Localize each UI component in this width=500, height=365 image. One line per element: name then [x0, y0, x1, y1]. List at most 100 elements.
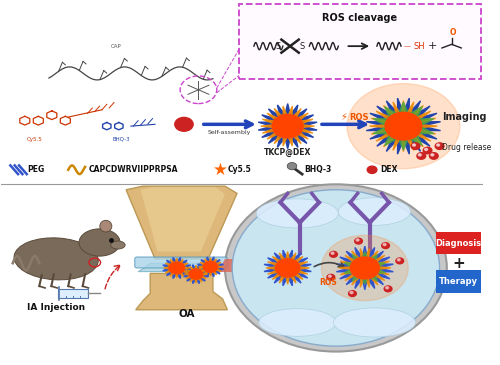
Text: S: S — [300, 42, 305, 51]
Polygon shape — [136, 273, 228, 310]
Circle shape — [287, 162, 297, 170]
Circle shape — [383, 243, 386, 246]
Text: —: — — [404, 43, 410, 50]
Circle shape — [354, 259, 376, 277]
Circle shape — [382, 243, 390, 249]
FancyBboxPatch shape — [436, 270, 481, 293]
Text: TKCP@DEX: TKCP@DEX — [264, 148, 312, 157]
Text: Self-assembly: Self-assembly — [208, 130, 252, 135]
Circle shape — [398, 259, 400, 261]
Circle shape — [387, 114, 420, 139]
Text: Imaging: Imaging — [442, 112, 486, 122]
Ellipse shape — [110, 241, 125, 249]
Circle shape — [396, 258, 404, 264]
Ellipse shape — [338, 198, 410, 226]
Text: S: S — [276, 42, 280, 51]
Text: ★: ★ — [212, 161, 228, 179]
Polygon shape — [163, 257, 190, 278]
Circle shape — [330, 251, 338, 257]
Circle shape — [436, 144, 440, 146]
Circle shape — [322, 235, 408, 301]
Text: DEX: DEX — [380, 165, 398, 174]
FancyBboxPatch shape — [240, 4, 480, 79]
Ellipse shape — [256, 199, 338, 228]
Circle shape — [430, 153, 438, 159]
Text: ⚡: ⚡ — [340, 112, 346, 122]
Circle shape — [204, 261, 218, 272]
Ellipse shape — [79, 229, 120, 256]
Text: ROS: ROS — [319, 278, 336, 287]
Circle shape — [418, 154, 422, 156]
Circle shape — [327, 274, 334, 280]
FancyBboxPatch shape — [135, 257, 228, 268]
Circle shape — [328, 275, 332, 277]
Circle shape — [350, 291, 353, 293]
Ellipse shape — [334, 308, 415, 337]
Circle shape — [350, 257, 380, 279]
Text: Diagnosis: Diagnosis — [436, 239, 482, 248]
Circle shape — [190, 269, 203, 279]
Polygon shape — [373, 102, 434, 150]
Ellipse shape — [258, 309, 336, 336]
Ellipse shape — [14, 238, 98, 280]
Text: IA Injection: IA Injection — [27, 303, 85, 312]
Text: BHQ-3: BHQ-3 — [304, 165, 332, 174]
Circle shape — [431, 154, 434, 156]
Polygon shape — [266, 251, 310, 284]
Text: Cy5.5: Cy5.5 — [26, 137, 42, 142]
Text: CAPCDWRVIIPPRPSA: CAPCDWRVIIPPRPSA — [88, 165, 178, 174]
Polygon shape — [260, 106, 314, 146]
Circle shape — [276, 259, 299, 277]
Circle shape — [356, 239, 359, 241]
Text: Drug release: Drug release — [442, 143, 491, 152]
Text: O: O — [450, 28, 456, 37]
Circle shape — [412, 144, 416, 146]
Text: BHQ-3: BHQ-3 — [112, 137, 130, 142]
Polygon shape — [198, 258, 222, 276]
Circle shape — [411, 143, 420, 149]
FancyBboxPatch shape — [436, 232, 481, 254]
Ellipse shape — [100, 220, 112, 232]
Circle shape — [435, 143, 444, 149]
Circle shape — [331, 252, 334, 254]
Circle shape — [225, 184, 447, 351]
Circle shape — [384, 286, 392, 292]
Circle shape — [348, 291, 356, 296]
Circle shape — [347, 84, 460, 169]
Circle shape — [272, 115, 303, 138]
Polygon shape — [366, 98, 440, 154]
Polygon shape — [164, 258, 190, 278]
Polygon shape — [140, 187, 225, 251]
Polygon shape — [198, 257, 224, 277]
Polygon shape — [258, 104, 317, 149]
Circle shape — [354, 238, 362, 244]
Text: OA: OA — [178, 309, 194, 319]
Circle shape — [385, 112, 422, 140]
Text: Cy5.5: Cy5.5 — [228, 165, 251, 174]
Circle shape — [424, 148, 428, 150]
Circle shape — [169, 262, 184, 274]
Text: PEG: PEG — [27, 165, 44, 174]
Polygon shape — [336, 246, 394, 290]
Text: ROS cleavage: ROS cleavage — [322, 13, 398, 23]
Polygon shape — [126, 186, 237, 259]
Text: ROS: ROS — [349, 112, 368, 122]
Text: SH: SH — [413, 42, 424, 51]
Circle shape — [423, 147, 432, 154]
Text: CAP: CAP — [111, 44, 122, 49]
Polygon shape — [339, 249, 391, 287]
Polygon shape — [218, 259, 237, 272]
Polygon shape — [184, 265, 208, 283]
Polygon shape — [370, 101, 438, 152]
Circle shape — [175, 118, 193, 131]
Circle shape — [232, 190, 440, 346]
Text: +: + — [452, 256, 465, 271]
Text: +: + — [428, 41, 437, 51]
Polygon shape — [184, 265, 208, 284]
Polygon shape — [264, 250, 312, 286]
Polygon shape — [344, 251, 386, 284]
Text: Therapy: Therapy — [439, 277, 478, 286]
Polygon shape — [138, 263, 222, 272]
Circle shape — [367, 166, 377, 173]
Circle shape — [386, 287, 388, 289]
